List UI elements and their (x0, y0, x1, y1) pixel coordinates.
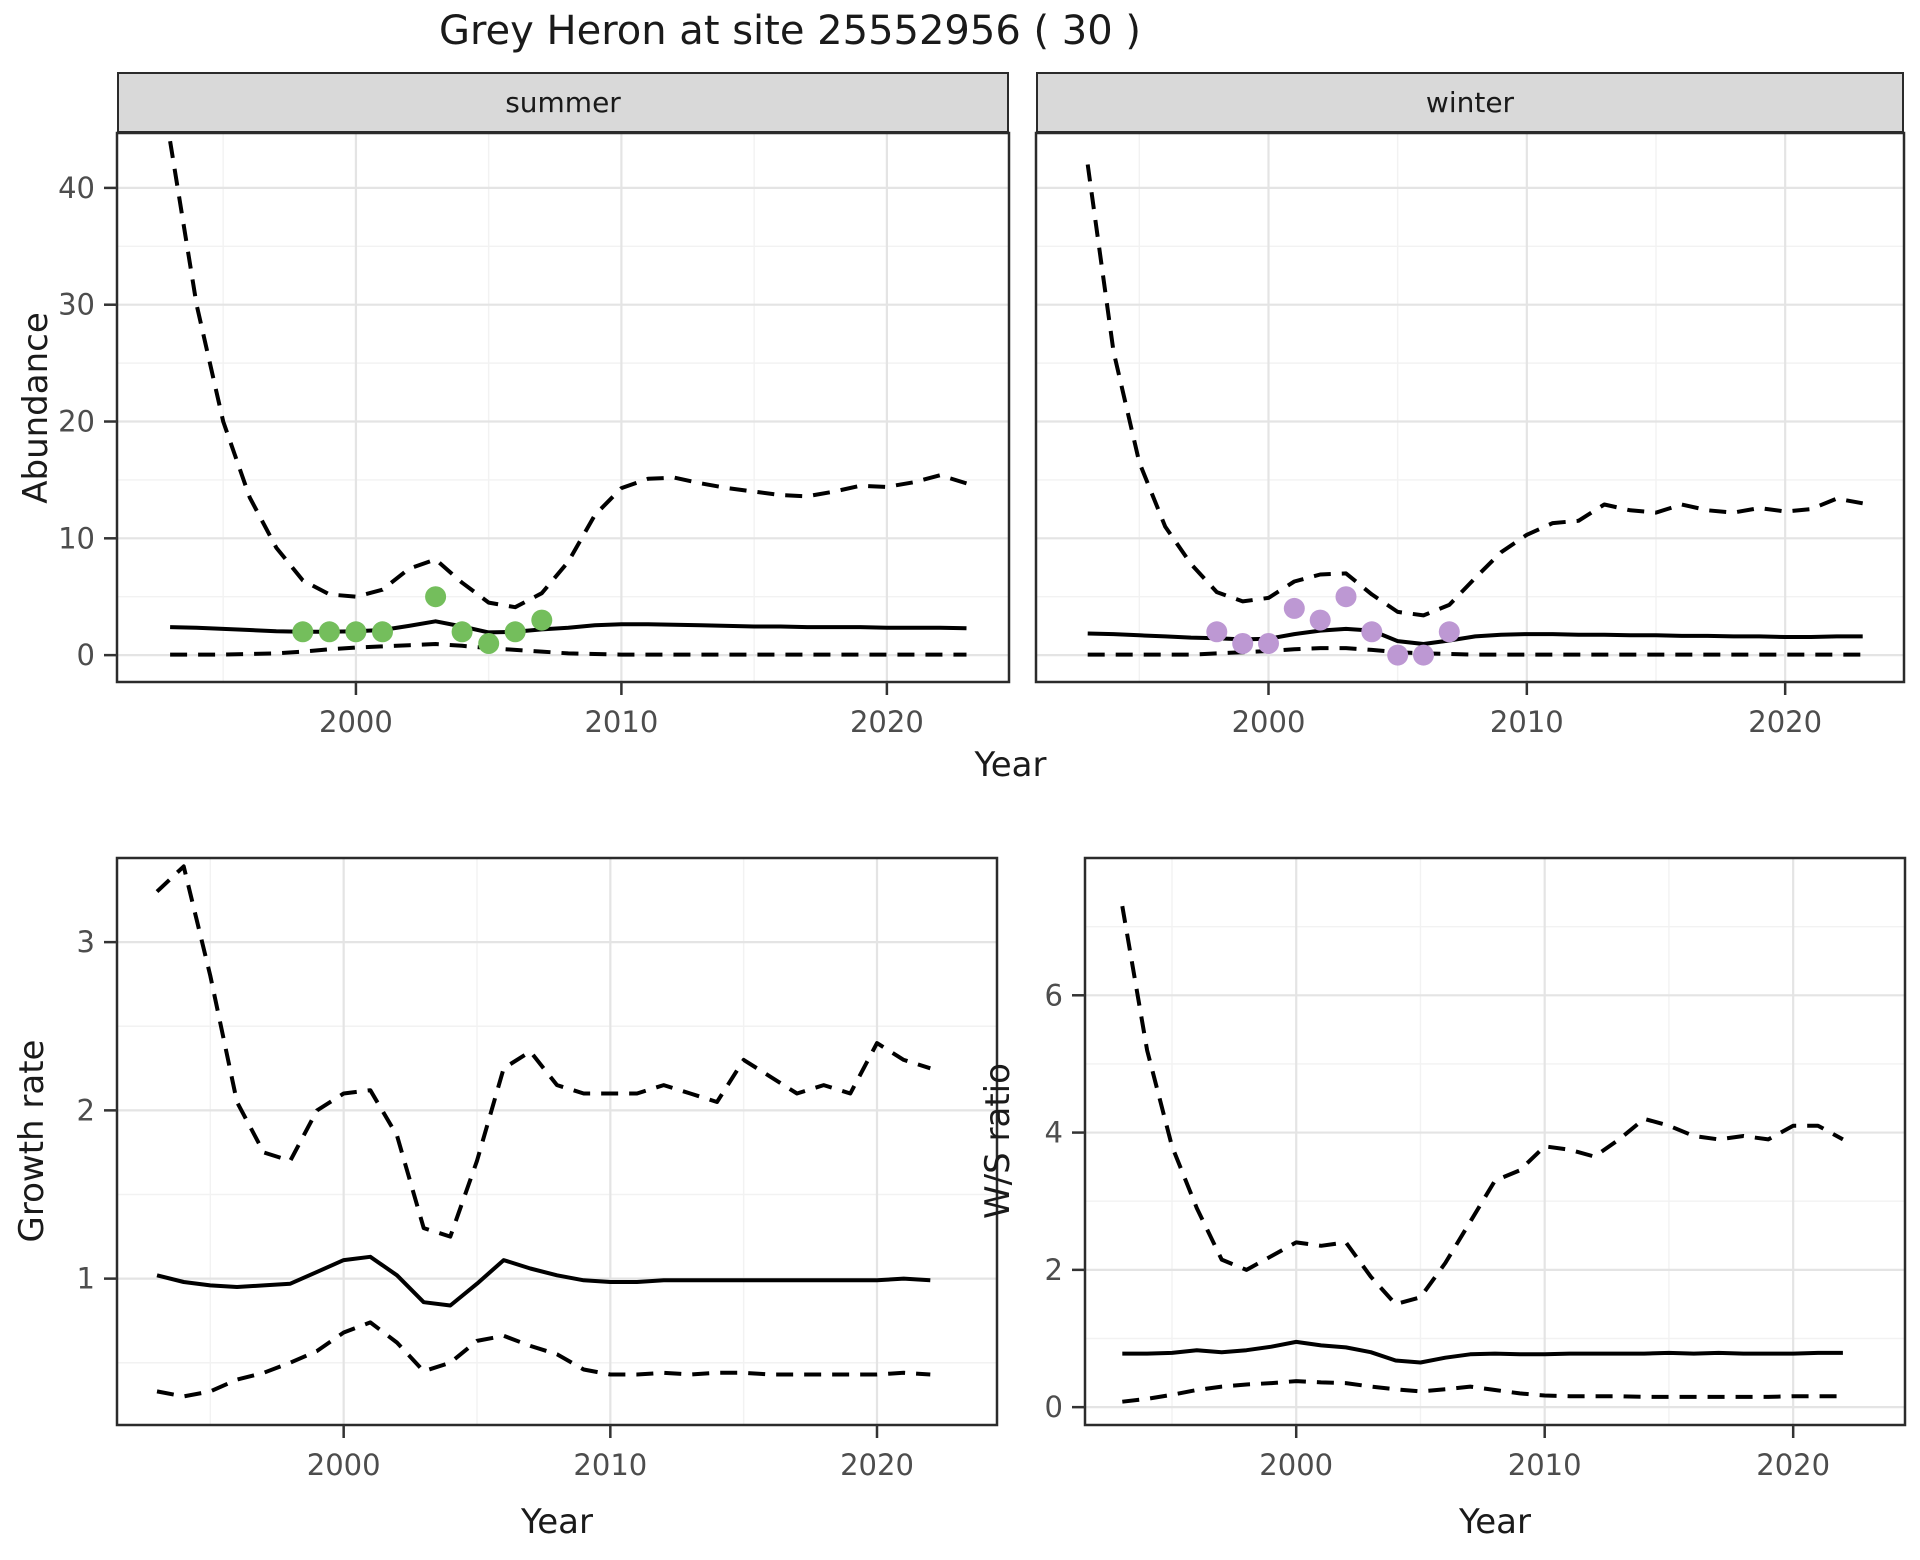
x-tick-label: 2020 (1756, 1448, 1830, 1482)
y-tick-label: 4 (1045, 1116, 1063, 1150)
x-axis-title-growth-rate: Year (521, 1502, 593, 1542)
observation-point (292, 621, 314, 643)
observation-point (425, 586, 447, 608)
ci-upper-line (155, 864, 931, 1239)
median-line (1087, 626, 1863, 646)
observation-point (1206, 621, 1228, 643)
x-tick-label: 2010 (1508, 1448, 1582, 1482)
median-line (1122, 1339, 1843, 1365)
observation-point (1232, 633, 1254, 654)
observation-point (451, 621, 473, 643)
observation-point (1361, 621, 1383, 643)
observation-point (1283, 597, 1305, 619)
y-tick-label: 20 (58, 405, 95, 439)
panel-abundance-summer: 2000 2010 2020 0 10 20 30 40 (58, 131, 1011, 739)
ci-upper-line (1085, 164, 1864, 618)
x-tick-label: 2000 (1259, 1448, 1333, 1482)
observation-point (1438, 621, 1460, 643)
observation-point (1335, 586, 1357, 608)
observation-point (504, 621, 526, 643)
facet-strip-winter: winter (1036, 72, 1904, 133)
y-tick-label: 2 (1045, 1253, 1063, 1287)
panel-border (115, 131, 1011, 684)
panel-ws-ratio: 2000 2010 2020 0 2 4 6 (1045, 856, 1907, 1482)
observation-point (345, 621, 367, 643)
y-tick-label: 10 (58, 521, 95, 555)
y-tick-label: 0 (1045, 1390, 1063, 1424)
median-line (156, 1254, 931, 1308)
facet-strip-summer: summer (117, 72, 1009, 133)
x-axis-title-top: Year (974, 745, 1047, 785)
median-line (170, 619, 967, 635)
observation-point (531, 609, 553, 631)
observation-point (478, 633, 500, 654)
ci-upper-line (1120, 905, 1844, 1307)
x-tick-label: 2020 (850, 705, 924, 739)
observation-point (372, 621, 393, 643)
panel-border (115, 856, 999, 1427)
x-axis-title-ws-ratio: Year (1459, 1502, 1531, 1542)
x-tick-label: 2000 (319, 705, 393, 739)
observation-point (1413, 644, 1434, 666)
y-axis-title-ws-ratio: W/S ratio (978, 1063, 1018, 1219)
x-tick-label: 2000 (307, 1448, 381, 1482)
chart-title: Grey Heron at site 25552956 ( 30 ) (438, 8, 1142, 54)
y-tick-label: 0 (77, 638, 95, 672)
ci-upper-line (168, 140, 968, 610)
observation-point (1387, 644, 1409, 666)
panel-border (1034, 131, 1906, 684)
observation-point (1309, 609, 1331, 631)
ci-lower-line (170, 642, 967, 657)
y-axis-title-growth-rate: Growth rate (12, 1039, 52, 1243)
x-tick-label: 2020 (840, 1448, 914, 1482)
y-tick-label: 40 (58, 171, 95, 205)
panel-border (1083, 856, 1907, 1427)
x-tick-label: 2010 (1490, 705, 1564, 739)
y-tick-label: 1 (77, 1262, 95, 1296)
observation-point (318, 621, 340, 643)
panel-growth-rate: 2000 2010 2020 1 2 3 (77, 856, 999, 1482)
ci-lower-line (1087, 646, 1863, 657)
x-tick-label: 2010 (584, 705, 658, 739)
y-axis-title-abundance: Abundance (16, 312, 56, 504)
x-tick-label: 2020 (1748, 705, 1822, 739)
y-tick-label: 3 (77, 925, 95, 959)
x-tick-label: 2010 (573, 1448, 647, 1482)
y-tick-label: 30 (58, 288, 95, 322)
y-tick-label: 2 (77, 1093, 95, 1127)
ci-lower-line (156, 1320, 931, 1399)
y-tick-label: 6 (1045, 978, 1063, 1012)
panel-abundance-winter: 2000 2010 2020 (1034, 131, 1906, 739)
x-tick-label: 2000 (1232, 705, 1306, 739)
ci-lower-line (1122, 1379, 1843, 1404)
observation-point (1258, 633, 1279, 654)
